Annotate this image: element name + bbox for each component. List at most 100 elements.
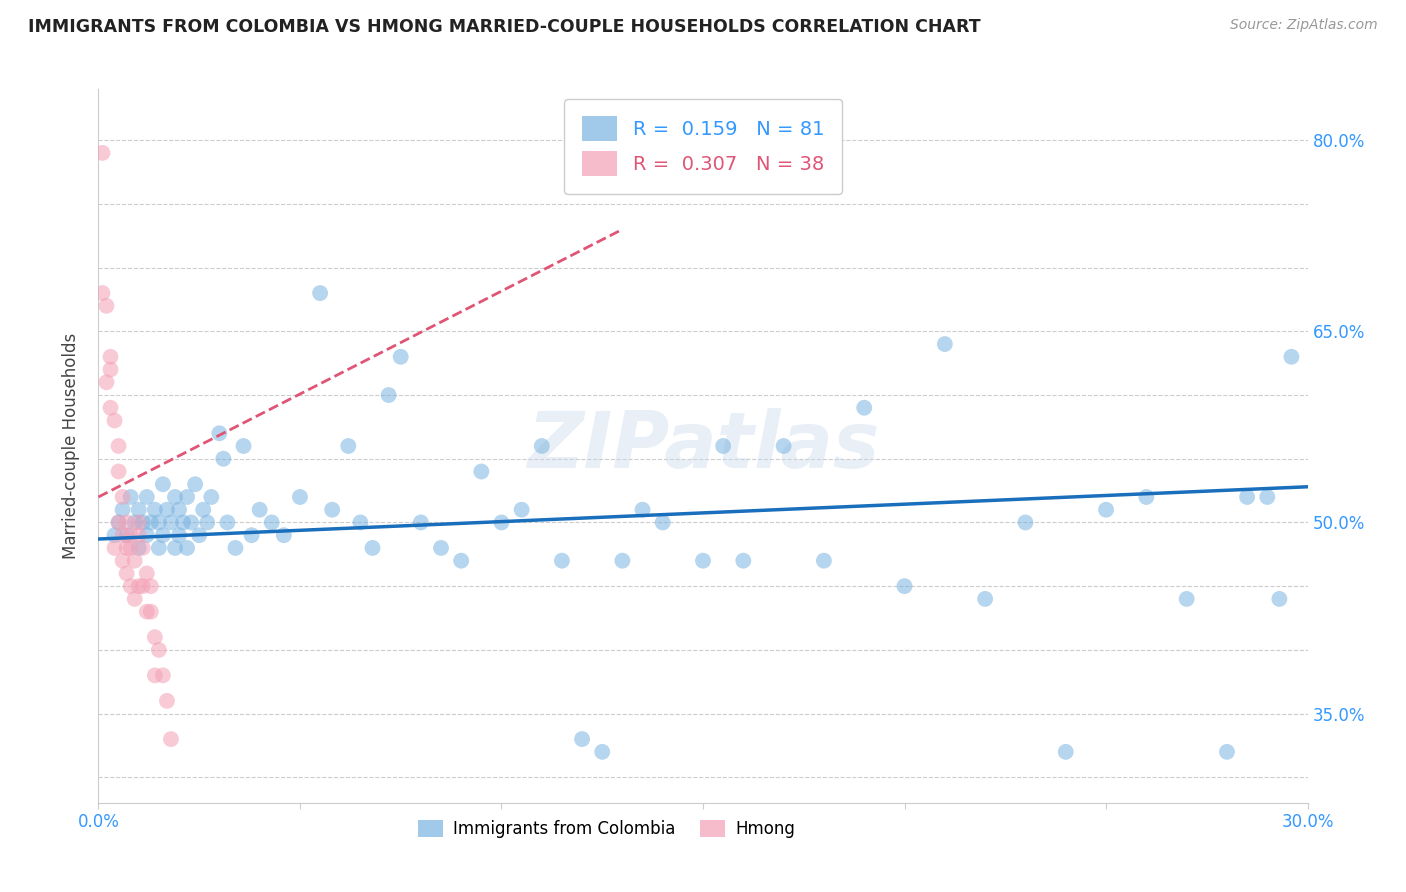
Point xyxy=(132,516,155,530)
Point xyxy=(853,401,876,415)
Point xyxy=(163,541,186,555)
Point xyxy=(115,541,138,555)
Point xyxy=(491,516,513,530)
Point xyxy=(167,502,190,516)
Point xyxy=(249,502,271,516)
Point xyxy=(288,490,311,504)
Point xyxy=(143,668,166,682)
Point xyxy=(200,490,222,504)
Point xyxy=(349,516,371,530)
Point xyxy=(176,490,198,504)
Point xyxy=(974,591,997,606)
Point xyxy=(651,516,673,530)
Text: IMMIGRANTS FROM COLOMBIA VS HMONG MARRIED-COUPLE HOUSEHOLDS CORRELATION CHART: IMMIGRANTS FROM COLOMBIA VS HMONG MARRIE… xyxy=(28,18,981,36)
Point xyxy=(163,490,186,504)
Point xyxy=(115,528,138,542)
Point xyxy=(612,554,634,568)
Point xyxy=(103,541,125,555)
Point xyxy=(120,490,142,504)
Point xyxy=(115,516,138,530)
Point xyxy=(1175,591,1198,606)
Point xyxy=(193,502,215,516)
Point xyxy=(91,286,114,301)
Point xyxy=(143,502,166,516)
Point xyxy=(184,477,207,491)
Point xyxy=(273,528,295,542)
Point xyxy=(337,439,360,453)
Point xyxy=(1054,745,1077,759)
Point xyxy=(1256,490,1278,504)
Point xyxy=(733,554,755,568)
Point xyxy=(377,388,399,402)
Point xyxy=(1095,502,1118,516)
Point xyxy=(128,502,150,516)
Point xyxy=(124,554,146,568)
Point xyxy=(148,516,170,530)
Point xyxy=(107,439,129,453)
Point xyxy=(208,426,231,441)
Point xyxy=(128,541,150,555)
Point xyxy=(135,605,157,619)
Point xyxy=(430,541,453,555)
Point xyxy=(148,541,170,555)
Point xyxy=(111,528,134,542)
Point xyxy=(115,566,138,581)
Point xyxy=(195,516,218,530)
Point xyxy=(470,465,492,479)
Point xyxy=(100,350,122,364)
Point xyxy=(124,591,146,606)
Point xyxy=(96,299,118,313)
Point xyxy=(1216,745,1239,759)
Point xyxy=(224,541,246,555)
Point xyxy=(167,528,190,542)
Point xyxy=(240,528,263,542)
Point xyxy=(180,516,202,530)
Point xyxy=(111,502,134,516)
Point xyxy=(551,554,574,568)
Point xyxy=(100,401,122,415)
Point xyxy=(156,502,179,516)
Point xyxy=(107,465,129,479)
Point xyxy=(107,516,129,530)
Point xyxy=(1281,350,1303,364)
Point xyxy=(152,668,174,682)
Point xyxy=(120,541,142,555)
Point xyxy=(143,630,166,644)
Point xyxy=(103,413,125,427)
Point xyxy=(692,554,714,568)
Point xyxy=(96,376,118,390)
Point xyxy=(1135,490,1157,504)
Point xyxy=(152,477,174,491)
Point xyxy=(135,566,157,581)
Point xyxy=(111,490,134,504)
Point xyxy=(212,451,235,466)
Point xyxy=(1268,591,1291,606)
Point xyxy=(156,694,179,708)
Point xyxy=(409,516,432,530)
Point xyxy=(91,145,114,160)
Point xyxy=(160,732,183,747)
Point xyxy=(135,490,157,504)
Point xyxy=(128,579,150,593)
Point xyxy=(309,286,332,301)
Text: ZIPatlas: ZIPatlas xyxy=(527,408,879,484)
Point xyxy=(128,516,150,530)
Point xyxy=(631,502,654,516)
Point xyxy=(321,502,343,516)
Point xyxy=(148,643,170,657)
Point xyxy=(120,528,142,542)
Point xyxy=(591,745,613,759)
Point xyxy=(172,516,194,530)
Point xyxy=(132,579,155,593)
Point xyxy=(132,541,155,555)
Point xyxy=(176,541,198,555)
Point xyxy=(1236,490,1258,504)
Point xyxy=(217,516,239,530)
Point xyxy=(530,439,553,453)
Point xyxy=(124,516,146,530)
Point xyxy=(111,554,134,568)
Point xyxy=(772,439,794,453)
Point xyxy=(450,554,472,568)
Point xyxy=(135,528,157,542)
Point xyxy=(232,439,254,453)
